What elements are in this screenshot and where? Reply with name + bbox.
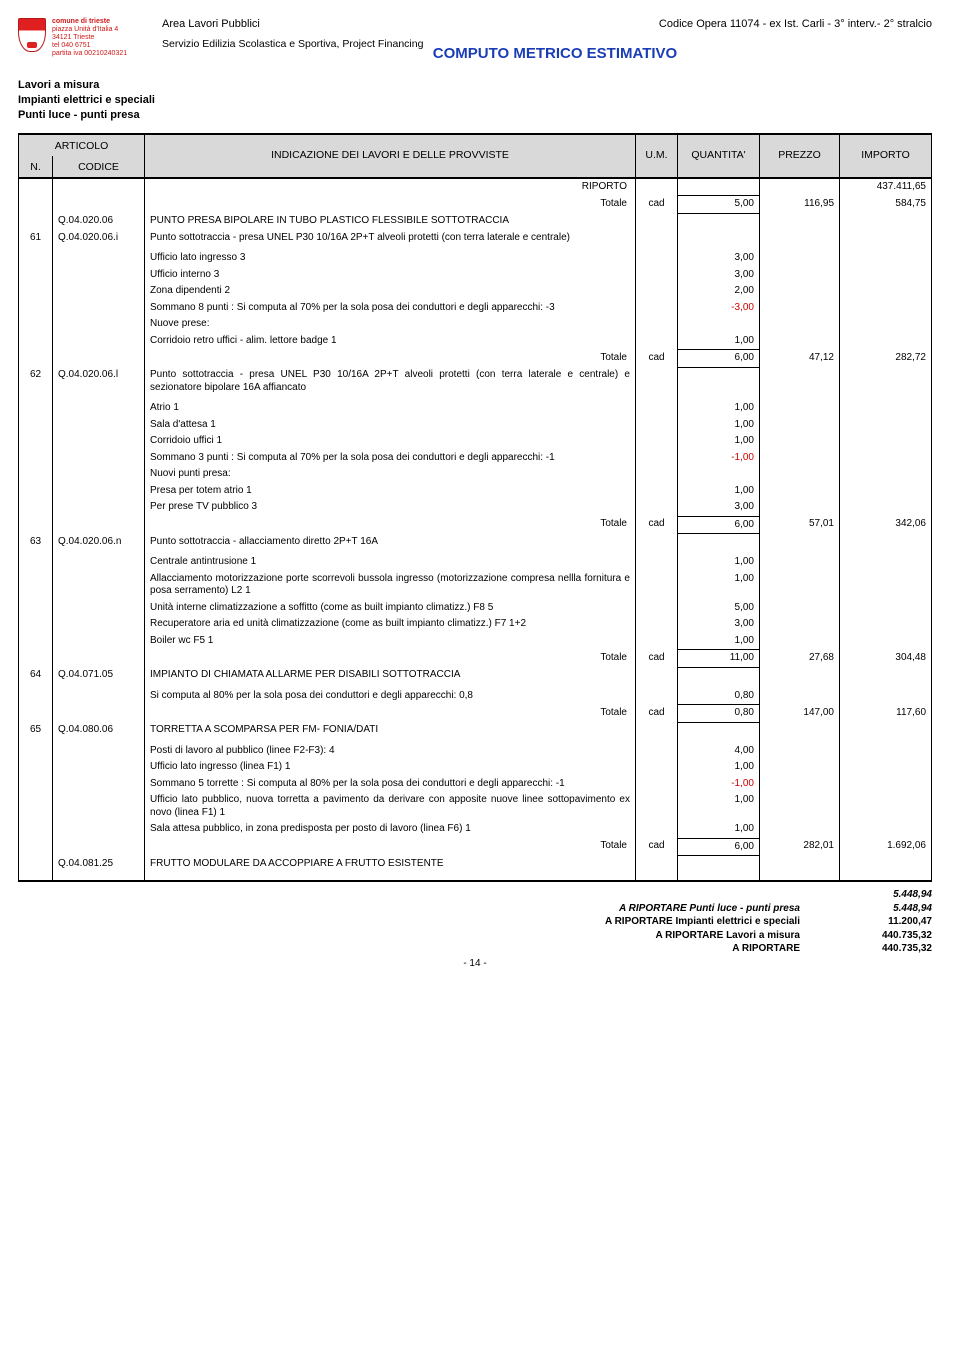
shield-icon — [18, 18, 46, 52]
line-row: Nuovi punti presa: — [19, 466, 932, 483]
th-importo: IMPORTO — [840, 134, 932, 178]
group-1: Lavori a misura — [18, 79, 99, 91]
group-2: Impianti elettrici e speciali — [18, 94, 155, 106]
row-63: 63 Q.04.020.06.n Punto sottotraccia - al… — [19, 534, 932, 551]
line-row: Centrale antintrusione 11,00 — [19, 554, 932, 571]
group-3: Punti luce - punti presa — [18, 109, 140, 121]
group-block: COMPUTO METRICO ESTIMATIVO Lavori a misu… — [18, 44, 932, 123]
table-body: RIPORTO 437.411,65 Totale cad 5,00 116,9… — [19, 178, 932, 881]
prev-imp: 584,75 — [840, 196, 932, 214]
footer-line: A RIPORTARE Punti luce - punti presa 5.4… — [18, 902, 932, 916]
tot-63: Totale cad 11,00 27,68 304,48 — [19, 650, 932, 668]
prev-totale-row: Totale cad 5,00 116,95 584,75 — [19, 196, 932, 214]
line-row: Corridoio uffici 11,00 — [19, 433, 932, 450]
line-row: Ufficio lato ingresso 33,00 — [19, 250, 932, 267]
line-row: Allacciamento motorizzazione porte scorr… — [19, 571, 932, 600]
th-um: U.M. — [636, 134, 678, 178]
th-qta: QUANTITA' — [678, 134, 760, 178]
th-n: N. — [19, 156, 53, 178]
row-61-parent: Q.04.020.06 PUNTO PRESA BIPOLARE IN TUBO… — [19, 213, 932, 230]
line-row: Sommano 8 punti : Si computa al 70% per … — [19, 300, 932, 317]
prev-qta: 5,00 — [678, 196, 760, 214]
page-number: - 14 - — [18, 958, 932, 969]
line-row: Ufficio interno 33,00 — [19, 267, 932, 284]
row-66: Q.04.081.25 FRUTTO MODULARE DA ACCOPPIAR… — [19, 856, 932, 873]
footer-line: A RIPORTARE Impianti elettrici e special… — [18, 915, 932, 929]
table-header: ARTICOLO INDICAZIONE DEI LAVORI E DELLE … — [19, 134, 932, 178]
desc-61p: PUNTO PRESA BIPOLARE IN TUBO PLASTICO FL… — [145, 213, 636, 230]
line-row: Per prese TV pubblico 33,00 — [19, 499, 932, 516]
riporto-row: RIPORTO 437.411,65 — [19, 178, 932, 196]
header-area: Area Lavori Pubblici — [162, 18, 647, 30]
org-name: comune di trieste — [52, 18, 127, 26]
totale-label: Totale — [145, 196, 636, 214]
footer-line: A RIPORTARE 440.735,32 — [18, 942, 932, 956]
riporto-label: RIPORTO — [145, 178, 636, 196]
tot-65: Totale cad 6,00 282,01 1.692,06 — [19, 838, 932, 856]
line-row: Corridoio retro uffici - alim. lettore b… — [19, 333, 932, 350]
line-row: Sala d'attesa 11,00 — [19, 417, 932, 434]
org-addr: piazza Unità d'Italia 4 — [52, 26, 127, 34]
line-row: Ufficio lato ingresso (linea F1) 11,00 — [19, 759, 932, 776]
prev-um: cad — [636, 196, 678, 214]
tot-64: Totale cad 0,80 147,00 117,60 — [19, 705, 932, 723]
line-row: Unità interne climatizzazione a soffitto… — [19, 600, 932, 617]
n-61: 61 — [19, 230, 53, 247]
line-row: Nuove prese: — [19, 316, 932, 333]
tot-62: Totale cad 6,00 57,01 342,06 — [19, 516, 932, 534]
footer-block: 5.448,94 A RIPORTARE Punti luce - punti … — [18, 888, 932, 956]
th-codice: CODICE — [53, 156, 145, 178]
line-row: Boiler wc F5 11,00 — [19, 633, 932, 650]
th-indicazione: INDICAZIONE DEI LAVORI E DELLE PROVVISTE — [145, 134, 636, 178]
line-row: Posti di lavoro al pubblico (linee F2-F3… — [19, 743, 932, 760]
th-articolo: ARTICOLO — [19, 134, 145, 156]
org-cap: 34121 Trieste — [52, 34, 127, 42]
line-row: Sala attesa pubblico, in zona predispost… — [19, 821, 932, 838]
line-row: Si computa al 80% per la sola posa dei c… — [19, 688, 932, 705]
page-title: COMPUTO METRICO ESTIMATIVO — [98, 44, 960, 64]
row-62: 62 Q.04.020.06.l Punto sottotraccia - pr… — [19, 367, 932, 396]
computo-table: ARTICOLO INDICAZIONE DEI LAVORI E DELLE … — [18, 133, 932, 882]
line-row: Presa per totem atrio 11,00 — [19, 483, 932, 500]
riporto-importo: 437.411,65 — [840, 178, 932, 196]
footer-line: A RIPORTARE Lavori a misura 440.735,32 — [18, 929, 932, 943]
tot-61: Totale cad 6,00 47,12 282,72 — [19, 350, 932, 368]
footer-extra-top: 5.448,94 — [18, 888, 932, 902]
row-61: 61 Q.04.020.06.i Punto sottotraccia - pr… — [19, 230, 932, 247]
line-row: Sommano 5 torrette : Si computa al 80% p… — [19, 776, 932, 793]
cod-61p: Q.04.020.06 — [53, 213, 145, 230]
th-prezzo: PREZZO — [760, 134, 840, 178]
row-65: 65 Q.04.080.06 TORRETTA A SCOMPARSA PER … — [19, 722, 932, 739]
prev-prz: 116,95 — [760, 196, 840, 214]
row-64: 64 Q.04.071.05 IMPIANTO DI CHIAMATA ALLA… — [19, 667, 932, 684]
desc-61: Punto sottotraccia - presa UNEL P30 10/1… — [145, 230, 636, 247]
line-row: Atrio 11,00 — [19, 400, 932, 417]
line-row: Recuperatore aria ed unità climatizzazio… — [19, 616, 932, 633]
line-row: Zona dipendenti 22,00 — [19, 283, 932, 300]
line-row: Sommano 3 punti : Si computa al 70% per … — [19, 450, 932, 467]
line-row: Ufficio lato pubblico, nuova torretta a … — [19, 792, 932, 821]
cod-61: Q.04.020.06.i — [53, 230, 145, 247]
